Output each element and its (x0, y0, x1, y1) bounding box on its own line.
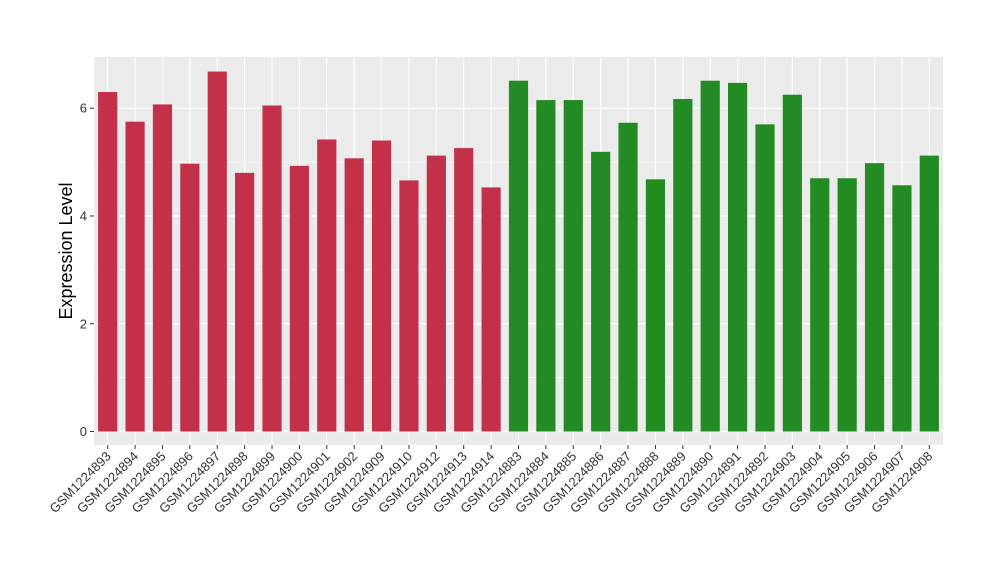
bar-GSM1224902 (344, 158, 364, 432)
bar-GSM1224898 (235, 172, 255, 432)
bars-group (98, 71, 939, 432)
bar-GSM1224895 (152, 104, 173, 432)
bar-GSM1224904 (810, 178, 830, 432)
bar-GSM1224908 (919, 155, 939, 432)
x-axis: GSM1224893GSM1224894GSM1224895GSM1224896… (46, 445, 935, 516)
bar-GSM1224894 (125, 121, 145, 432)
y-tick-label: 0 (80, 424, 87, 439)
bar-GSM1224896 (180, 163, 200, 432)
bar-GSM1224892 (755, 124, 775, 432)
bar-GSM1224905 (837, 178, 857, 432)
bar-GSM1224900 (289, 165, 309, 432)
bar-GSM1224885 (563, 100, 583, 432)
bar-GSM1224906 (864, 163, 885, 432)
bar-GSM1224886 (591, 151, 611, 432)
bar-GSM1224883 (508, 80, 529, 432)
bar-GSM1224912 (426, 155, 446, 432)
bar-GSM1224893 (98, 92, 118, 432)
bar-GSM1224891 (728, 82, 748, 432)
bar-GSM1224890 (700, 80, 720, 432)
y-tick-label: 6 (80, 101, 87, 116)
bar-GSM1224889 (673, 99, 693, 432)
bar-GSM1224901 (317, 139, 337, 432)
y-tick-label: 2 (80, 316, 87, 331)
bar-GSM1224888 (645, 179, 666, 432)
bar-GSM1224903 (782, 94, 802, 432)
bar-GSM1224914 (481, 187, 501, 432)
bar-GSM1224884 (536, 100, 556, 432)
y-axis: 0 2 4 6 (80, 101, 94, 439)
y-tick-label: 4 (80, 208, 87, 223)
bar-GSM1224897 (207, 71, 227, 432)
bar-GSM1224887 (618, 122, 638, 432)
bar-GSM1224910 (399, 180, 419, 432)
y-axis-title: Expression Level (56, 182, 76, 319)
bar-GSM1224907 (892, 185, 912, 432)
bar-GSM1224899 (262, 105, 282, 432)
bar-GSM1224913 (454, 148, 474, 432)
bar-GSM1224909 (371, 140, 392, 432)
